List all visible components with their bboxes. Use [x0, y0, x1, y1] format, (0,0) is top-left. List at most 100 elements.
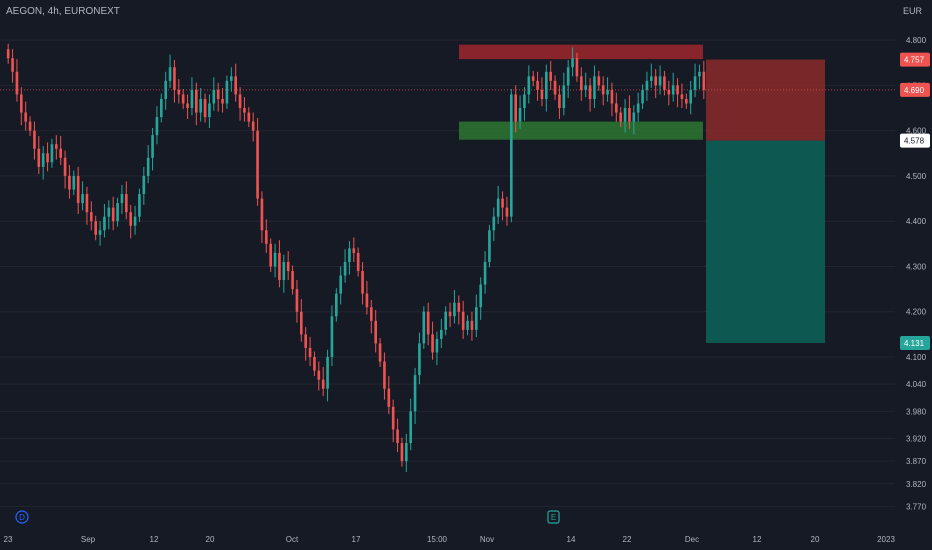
candle-body — [107, 207, 111, 217]
candle-body — [435, 338, 439, 353]
candle-body — [588, 85, 592, 99]
candle-body — [527, 76, 531, 95]
candle — [326, 349, 329, 402]
candle-body — [155, 117, 159, 136]
candle-body — [326, 357, 329, 389]
candle-body — [203, 98, 207, 118]
candle-body — [505, 207, 509, 217]
candle — [212, 77, 216, 111]
candle — [400, 437, 404, 467]
candle-body — [562, 85, 566, 109]
candle-body — [33, 130, 36, 149]
candle — [81, 181, 84, 211]
candle — [641, 84, 644, 109]
candle-body — [251, 121, 255, 131]
candle-body — [663, 76, 666, 90]
candle — [76, 166, 80, 214]
candle — [540, 77, 544, 107]
candle-body — [15, 71, 19, 95]
candle — [256, 117, 259, 206]
candle-body — [6, 49, 10, 59]
candle-body — [116, 203, 119, 222]
candle — [571, 47, 574, 77]
candle-body — [667, 89, 671, 95]
candle-body — [378, 343, 382, 362]
candle-body — [164, 80, 167, 99]
candle-body — [81, 194, 84, 204]
candle — [562, 72, 566, 116]
candle-body — [317, 370, 321, 380]
earnings-marker: E — [547, 510, 560, 524]
candle — [370, 299, 373, 334]
candle-body — [479, 284, 482, 308]
candle-body — [658, 76, 662, 86]
candle-body — [321, 379, 325, 389]
candle — [466, 315, 469, 336]
candle — [225, 75, 229, 109]
resistance-zone — [459, 44, 703, 60]
candle — [671, 72, 675, 102]
x-tick-label: 23 — [4, 535, 13, 544]
candle — [164, 71, 167, 110]
candle — [593, 65, 596, 109]
candle — [28, 116, 32, 137]
candle-body — [426, 311, 430, 335]
target-zone — [706, 140, 825, 343]
candle — [116, 197, 119, 227]
candle-body — [685, 98, 688, 104]
candle — [575, 52, 579, 82]
candle — [606, 77, 609, 102]
y-tick-label: 4.100 — [906, 353, 927, 362]
candle-body — [348, 248, 351, 262]
candle-body — [431, 334, 434, 353]
candle — [20, 87, 23, 126]
candle — [335, 288, 338, 322]
candle — [260, 191, 264, 243]
candle-body — [566, 67, 570, 86]
candle-body — [335, 293, 338, 317]
candle — [265, 219, 268, 253]
candle-body — [247, 112, 251, 122]
candle — [409, 398, 412, 451]
candle — [391, 399, 395, 443]
candle-body — [518, 108, 522, 122]
candle-body — [291, 271, 294, 290]
candle-body — [680, 94, 684, 99]
candle — [63, 150, 67, 189]
candle-body — [636, 103, 640, 113]
candle-body — [501, 198, 504, 208]
candle — [90, 201, 93, 231]
candle — [6, 43, 10, 64]
candle — [295, 280, 299, 323]
candle-body — [225, 80, 229, 104]
candle — [221, 88, 224, 113]
candle — [457, 295, 461, 325]
price-label-bg — [900, 52, 930, 67]
candle — [413, 367, 417, 425]
candle-body — [536, 80, 539, 90]
candle — [216, 82, 220, 112]
currency-label: EUR — [902, 6, 922, 16]
candle — [46, 142, 49, 172]
candle — [85, 186, 89, 225]
price-label-bg — [900, 335, 930, 350]
support-zone — [459, 121, 703, 140]
candle — [317, 361, 321, 391]
candle — [636, 92, 640, 122]
candle-body — [90, 212, 93, 222]
candle — [680, 83, 684, 109]
candle — [505, 196, 509, 226]
candle-body — [413, 375, 417, 412]
price-label-entry: 4.578 — [900, 133, 930, 148]
y-tick-label: 4.600 — [906, 127, 927, 136]
candle-body — [11, 58, 14, 72]
y-tick-label: 4.800 — [906, 36, 927, 45]
earnings-marker-box — [547, 510, 560, 524]
candle-body — [181, 94, 185, 104]
candle — [531, 70, 535, 87]
candle — [444, 306, 447, 336]
candle — [523, 87, 526, 121]
price-label-text: 4.690 — [904, 86, 925, 95]
candle — [291, 265, 294, 295]
